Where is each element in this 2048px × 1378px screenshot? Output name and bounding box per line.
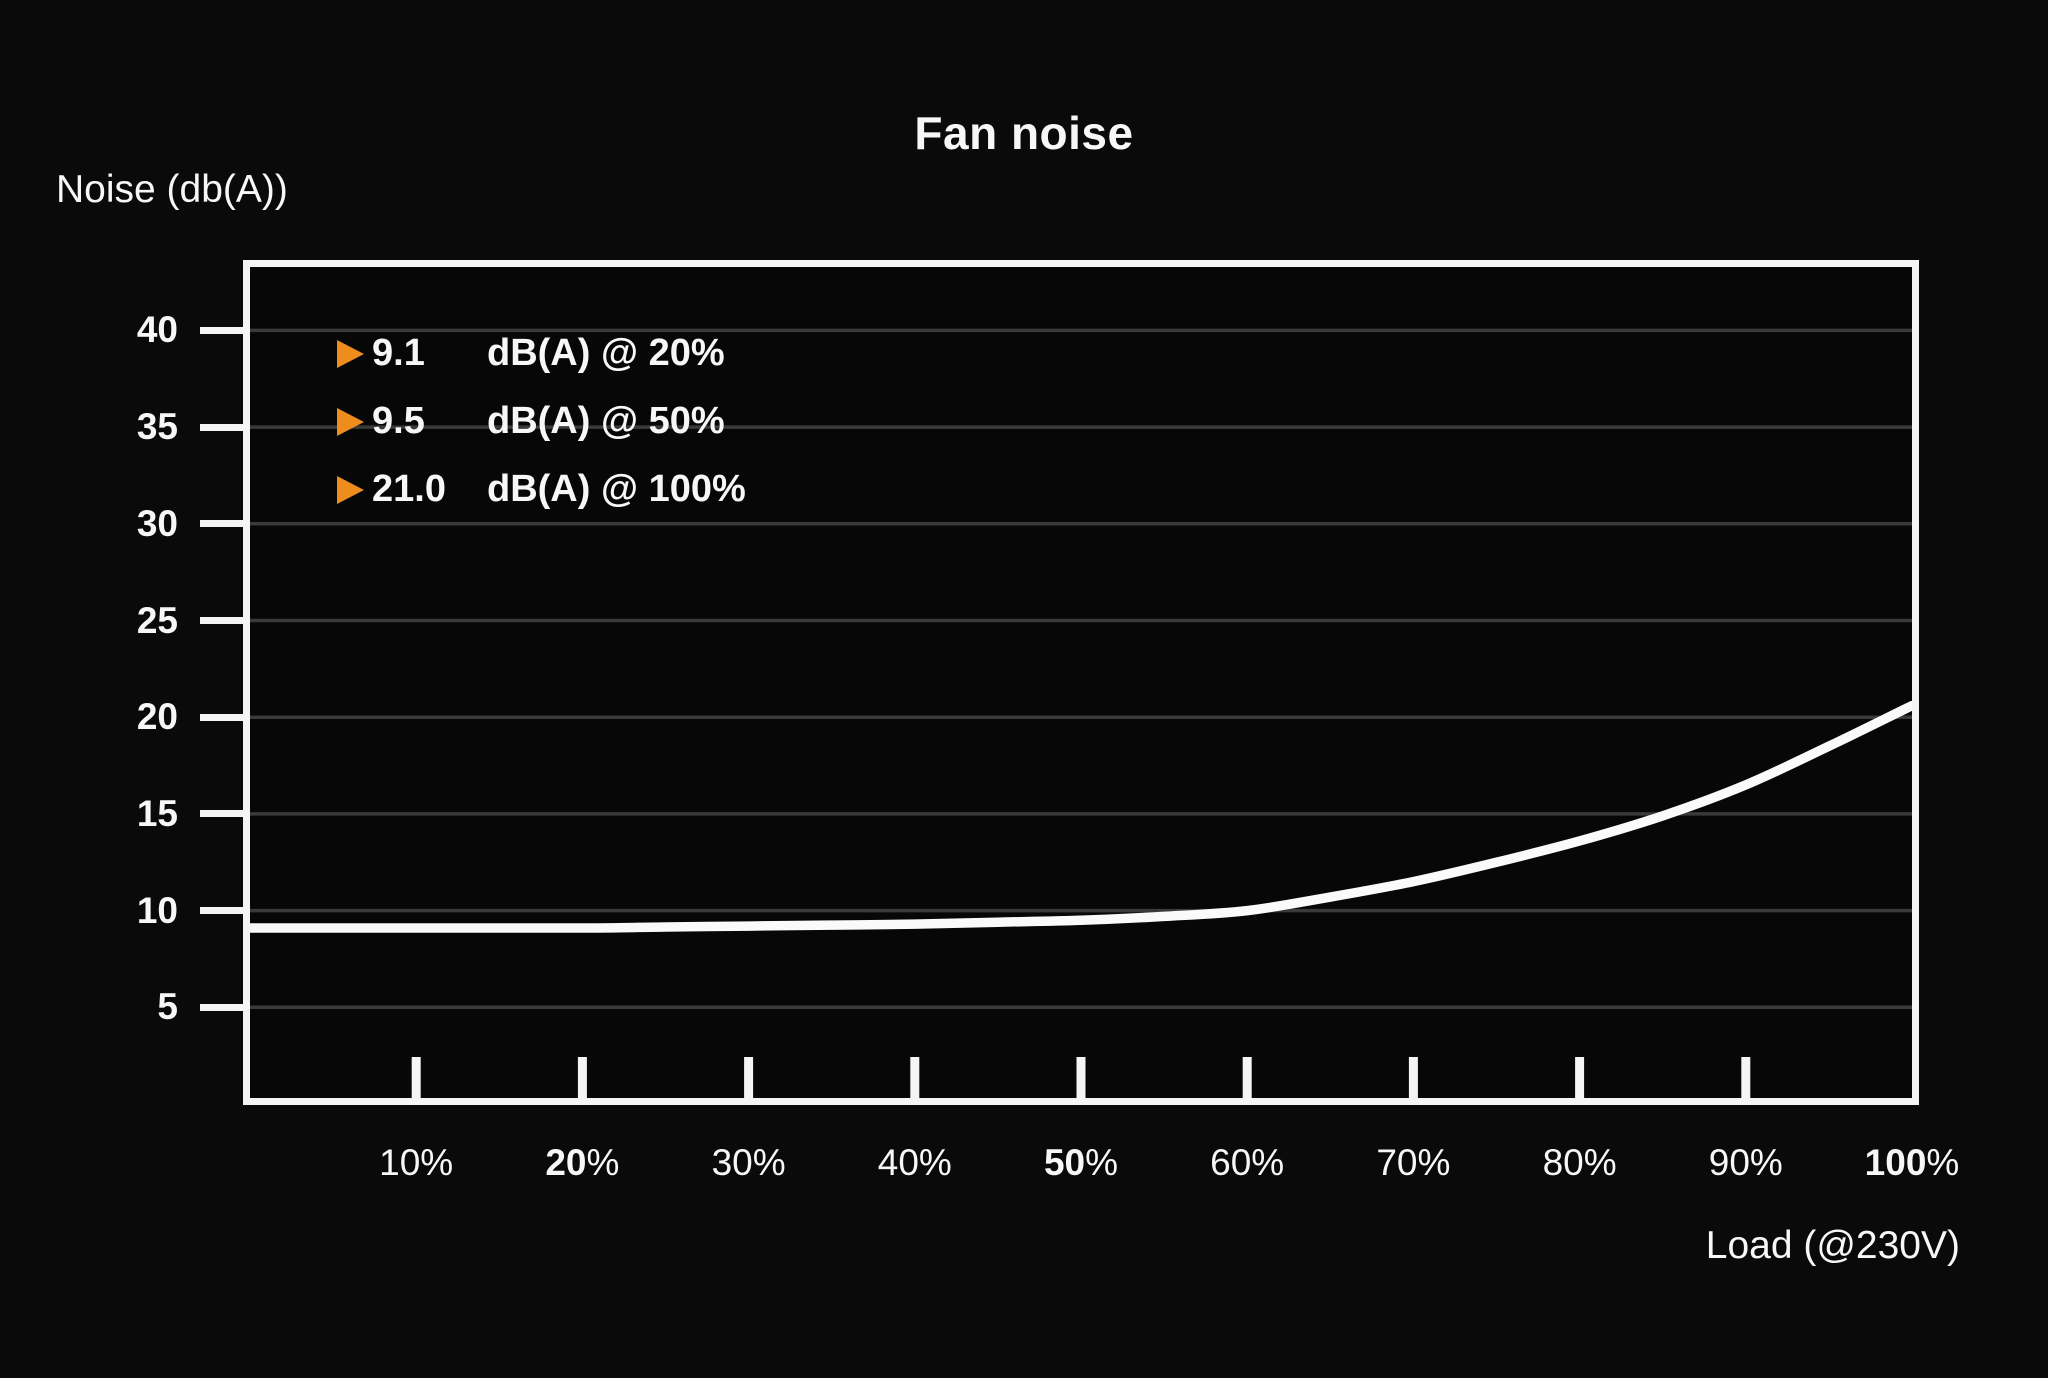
- y-tick-10: [200, 907, 243, 915]
- legend-desc: dB(A) @ 50%: [487, 399, 725, 442]
- orange-triangle-icon: [337, 408, 364, 436]
- y-tick-label-25: 25: [136, 599, 178, 641]
- y-tick-label-35: 35: [136, 406, 178, 448]
- y-tick-25: [200, 617, 243, 624]
- x-tick-label-20: 20%: [545, 1142, 620, 1183]
- y-tick-label-5: 5: [157, 986, 178, 1028]
- y-tick-label-20: 20: [136, 696, 178, 738]
- legend-value: 9.5: [372, 399, 425, 442]
- fan-noise-curve-canvas: [250, 328, 1912, 1098]
- x-tick-label-40: 40%: [877, 1142, 952, 1183]
- x-tick-label-10: 10%: [379, 1142, 454, 1183]
- y-tick-15: [200, 810, 243, 818]
- y-tick-label-30: 30: [136, 502, 178, 544]
- y-tick-5: [200, 1003, 243, 1011]
- orange-triangle-icon: [337, 476, 364, 504]
- x-tick-label-30: 30%: [711, 1142, 786, 1183]
- x-tick-label-100: 100%: [1864, 1142, 1960, 1183]
- legend-value: 9.1: [372, 331, 425, 374]
- x-tick-label-60: 60%: [1210, 1142, 1285, 1183]
- y-tick-30: [200, 520, 243, 528]
- legend-desc: dB(A) @ 20%: [487, 331, 725, 374]
- y-tick-35: [200, 423, 243, 431]
- y-axis-title: Noise (db(A)): [56, 168, 288, 211]
- x-tick-label-70: 70%: [1376, 1142, 1451, 1183]
- x-tick-label-90: 90%: [1708, 1142, 1783, 1183]
- chart-title: Fan noise: [914, 107, 1134, 159]
- y-tick-20: [200, 713, 243, 721]
- y-tick-label-15: 15: [136, 792, 178, 834]
- legend-value: 21.0: [372, 467, 446, 510]
- x-axis-title: Load (@230V): [1705, 1224, 1960, 1267]
- x-tick-label-80: 80%: [1542, 1142, 1617, 1183]
- y-tick-label-10: 10: [136, 889, 178, 931]
- y-tick-label-40: 40: [136, 309, 178, 351]
- fan-noise-curve: [250, 700, 1912, 933]
- plot-area: 9.1 dB(A) @ 20% 9.5 dB(A) @ 50% 21.0 dB(A) @ …: [243, 260, 1919, 1105]
- y-tick-40: [200, 326, 243, 334]
- legend-desc: dB(A) @ 100%: [487, 467, 746, 510]
- orange-triangle-icon: [337, 340, 364, 368]
- x-tick-label-50: 50%: [1043, 1142, 1119, 1183]
